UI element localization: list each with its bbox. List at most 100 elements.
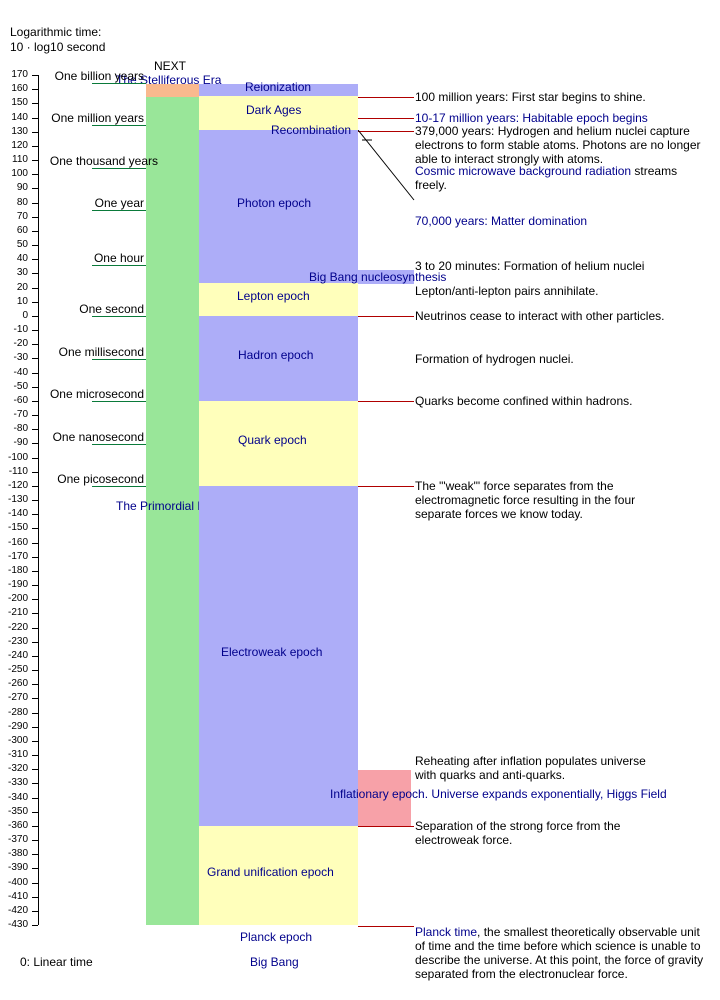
time-marker-line: [92, 444, 146, 445]
time-marker-billion-years: One billion years: [54, 69, 144, 83]
y-tick-label: -170: [7, 550, 28, 562]
y-tick-label: -190: [7, 579, 28, 590]
y-tick: [32, 330, 38, 331]
y-tick: [32, 570, 38, 572]
event-connector: [358, 97, 414, 98]
y-tick: [32, 670, 38, 671]
y-tick: [32, 145, 38, 147]
epoch-band: [199, 83, 358, 97]
y-tick: [32, 613, 38, 615]
y-tick: [32, 273, 38, 275]
inflation-marker: [358, 770, 411, 826]
event-planck-time: Planck time, the smallest theoretically …: [415, 925, 707, 981]
epoch-label-dark-ages: Dark Ages: [246, 103, 302, 117]
event-strong-force: Separation of the strong force from the …: [415, 819, 621, 847]
y-tick: [32, 457, 38, 459]
y-tick: [32, 585, 38, 586]
event-quark-confinement: Quarks become confined within hadrons.: [415, 394, 633, 408]
y-tick: [32, 301, 38, 303]
y-tick: [32, 202, 38, 204]
y-tick-label: -110: [8, 465, 28, 477]
cmb-link[interactable]: Cosmic microwave background radiation: [415, 164, 632, 178]
y-tick-label: -30: [13, 352, 28, 364]
y-tick-label: -430: [7, 919, 28, 930]
nucleosynthesis-label: Big Bang nucleosynthesis: [309, 270, 447, 284]
y-tick: [32, 868, 38, 870]
time-marker-million-years: One million years: [51, 111, 144, 125]
y-tick-label: -200: [7, 593, 28, 605]
y-tick-label: 90: [16, 182, 28, 194]
axis-title-line2: 10 · log10 second: [10, 40, 106, 54]
epoch-label-recombination: Recombination: [271, 123, 352, 137]
y-tick: [32, 684, 38, 686]
event-connector: [358, 118, 414, 119]
y-tick-label: 150: [11, 97, 28, 109]
y-tick: [32, 627, 38, 629]
y-tick: [32, 599, 38, 601]
event-connector: [358, 316, 414, 317]
epoch-band: [199, 130, 358, 284]
y-tick: [32, 825, 38, 827]
y-tick-label: -370: [7, 834, 28, 845]
epoch-label-quark: Quark epoch: [238, 433, 307, 447]
y-tick-label: -380: [7, 848, 28, 860]
y-tick-label: 130: [11, 125, 28, 137]
y-tick: [32, 797, 38, 799]
event-connector: [358, 486, 414, 487]
y-tick-label: -290: [7, 720, 28, 732]
y-tick: [32, 726, 38, 728]
y-tick-label: 170: [11, 69, 28, 80]
y-tick-label: -10: [13, 324, 28, 335]
epoch-band: [199, 283, 358, 316]
time-marker-line: [92, 210, 146, 211]
y-tick: [32, 740, 38, 742]
y-tick: [32, 698, 38, 700]
y-tick-label: -40: [13, 366, 28, 378]
y-tick-label: -350: [7, 805, 28, 817]
y-tick-label: -270: [7, 692, 28, 704]
y-tick-label: -340: [7, 791, 28, 803]
y-tick-label: -410: [7, 890, 28, 902]
epoch-band: [199, 315, 358, 401]
y-tick-label: -230: [7, 635, 28, 647]
event-hydrogen-nuclei: Formation of hydrogen nuclei.: [415, 352, 574, 366]
y-tick: [32, 400, 38, 402]
y-tick-label: -320: [7, 763, 28, 775]
epoch-label-reionization: Reionization: [245, 80, 312, 94]
event-reheating: Reheating after inflation populates univ…: [415, 754, 646, 782]
epoch-band: [199, 825, 358, 925]
y-tick: [32, 542, 38, 544]
y-tick: [32, 89, 38, 91]
epoch-label-hadron: Hadron epoch: [238, 348, 314, 362]
y-tick-label: -100: [7, 451, 28, 463]
event-weak-force: The '"weak"' force separates from the el…: [415, 479, 636, 521]
y-tick: [32, 769, 38, 771]
nucleosynthesis-marker: [358, 270, 414, 284]
y-tick: [32, 783, 38, 785]
y-tick-label: -210: [7, 607, 28, 619]
next-label: NEXT: [154, 59, 187, 73]
y-tick-label: 0: [22, 309, 28, 321]
y-tick: [32, 103, 38, 105]
y-tick-label: 30: [16, 267, 28, 279]
epoch-label-lepton: Lepton epoch: [237, 289, 310, 303]
y-tick-label: -150: [7, 522, 28, 534]
y-tick: [32, 840, 38, 841]
inflation-label: Inflationary epoch. Universe expands exp…: [330, 787, 667, 801]
planck-time-link[interactable]: Planck time: [415, 925, 478, 939]
y-tick: [32, 344, 38, 346]
epoch-band: [199, 400, 358, 486]
y-tick: [32, 358, 38, 360]
y-tick: [32, 655, 38, 657]
y-tick: [32, 471, 38, 473]
y-tick: [32, 925, 38, 926]
y-tick-label: 160: [11, 83, 28, 95]
y-tick: [32, 75, 38, 76]
y-tick-label: 120: [11, 139, 28, 151]
planck-time-rest: , the smallest theoretically observable …: [415, 925, 704, 981]
planck-epoch-label: Planck epoch: [240, 930, 313, 944]
y-tick-label: -240: [7, 649, 28, 661]
y-tick: [32, 216, 38, 218]
event-lepton-annihilation: Lepton/anti-lepton pairs annihilate.: [415, 284, 599, 298]
y-tick: [32, 882, 38, 884]
